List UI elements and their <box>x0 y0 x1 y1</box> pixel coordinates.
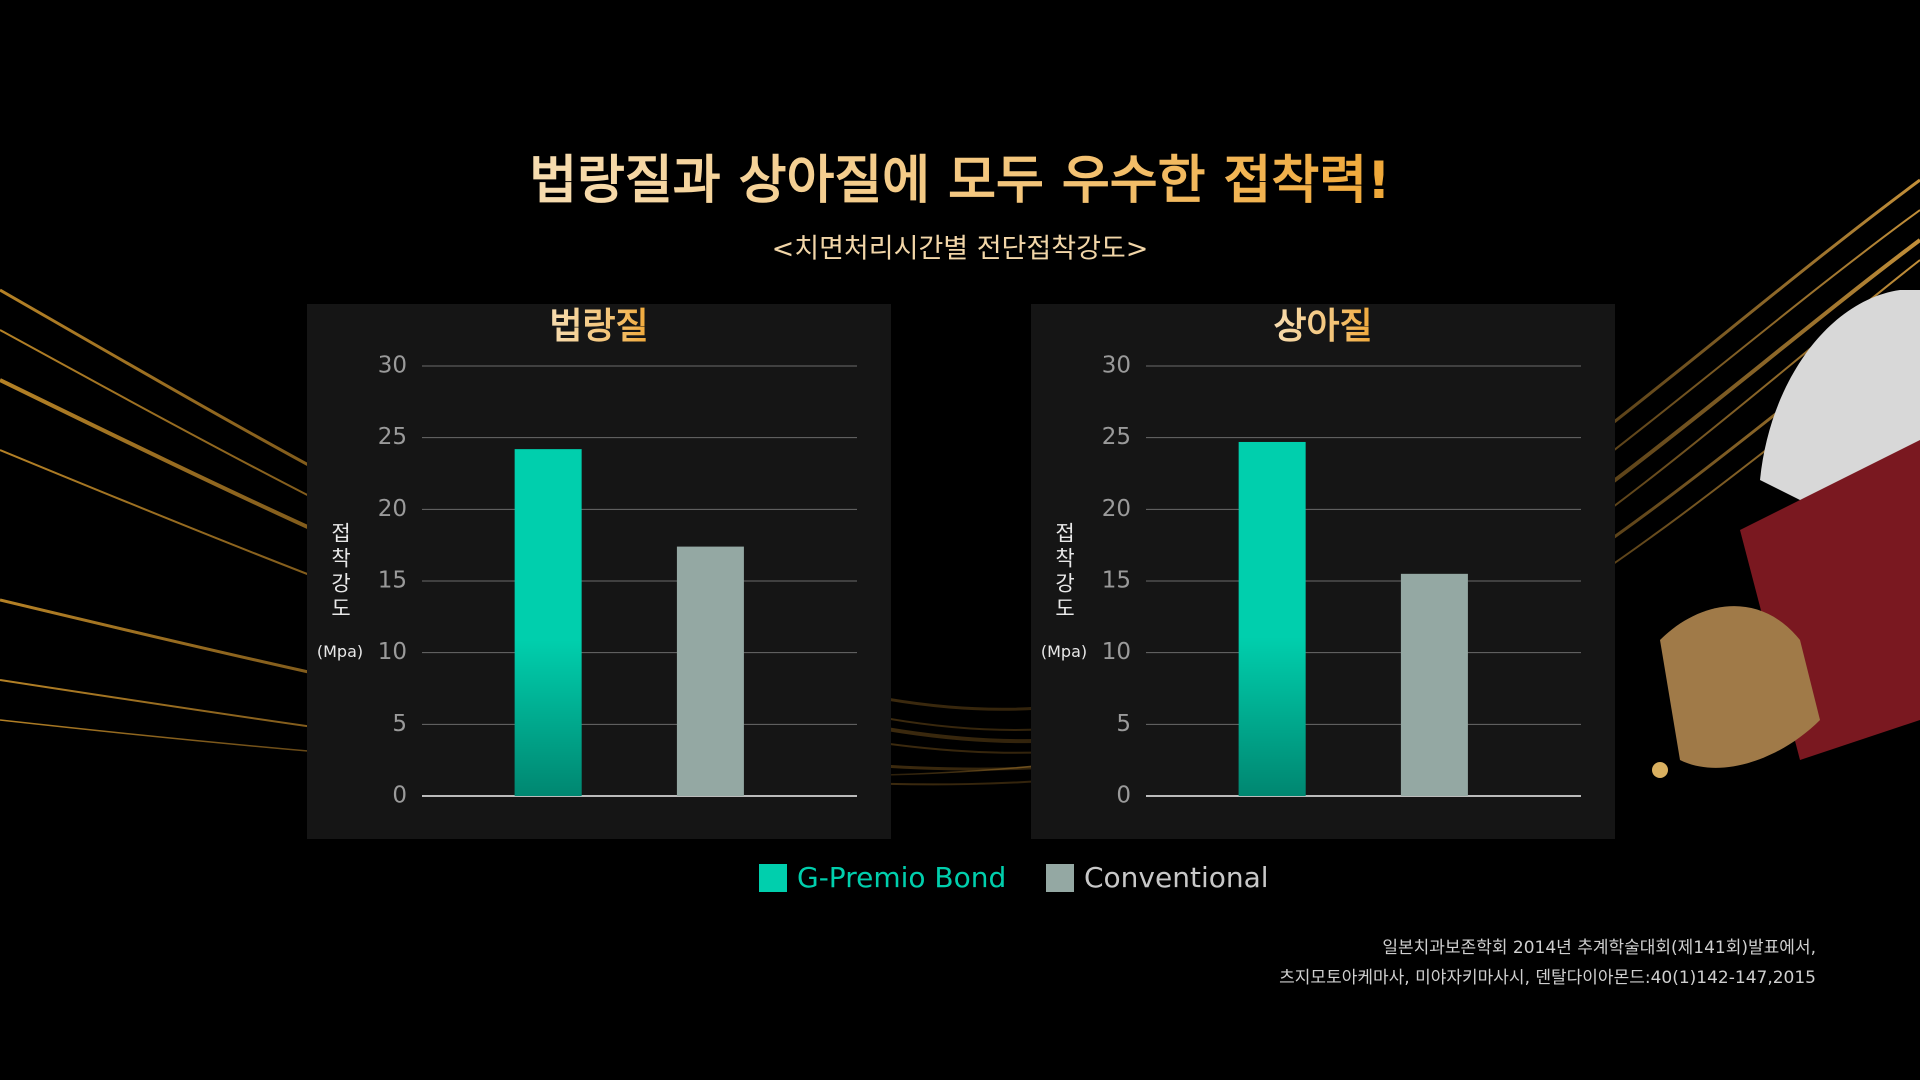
headline: 법랑질과 상아질에 모두 우수한 접착력! <box>529 151 1391 211</box>
y-tick-label: 20 <box>378 496 407 522</box>
y-tick-label: 30 <box>1102 353 1131 379</box>
y-tick-label: 20 <box>1102 496 1131 522</box>
y-axis-label: 접착강도 <box>1052 522 1076 622</box>
y-tick-label: 15 <box>1102 568 1131 594</box>
subtitle: <치면처리시간별 전단접착강도> <box>772 234 1149 265</box>
y-tick-label: 30 <box>378 353 407 379</box>
bar-shade <box>1238 441 1306 796</box>
legend-label: Conventional <box>1084 861 1269 894</box>
panel-title: 상아질 <box>1273 306 1372 347</box>
panel <box>307 304 891 839</box>
y-axis-unit: (Mpa) <box>316 642 364 661</box>
y-tick-label: 10 <box>1102 639 1131 665</box>
legend-label: G-Premio Bond <box>797 861 1006 894</box>
bar-shade <box>514 449 582 796</box>
y-tick-label: 5 <box>392 711 407 737</box>
y-axis-label: 접착강도 <box>328 522 352 622</box>
panel <box>1031 304 1615 839</box>
decoration <box>0 178 1920 786</box>
y-axis-unit: (Mpa) <box>1040 642 1088 661</box>
y-tick-label: 10 <box>378 639 407 665</box>
y-tick-label: 15 <box>378 568 407 594</box>
y-tick-label: 0 <box>392 783 407 809</box>
panel-title: 법랑질 <box>549 306 648 347</box>
bar <box>676 546 744 796</box>
y-tick-label: 5 <box>1116 711 1131 737</box>
y-tick-label: 0 <box>1116 783 1131 809</box>
source-line: 츠지모토아케마사, 미야자키마사시, 덴탈다이아몬드:40(1)142-147,… <box>1279 968 1816 988</box>
bar <box>1400 573 1468 796</box>
legend-swatch <box>759 864 787 892</box>
source-line: 일본치과보존학회 2014년 추계학술대회(제141회)발표에서, <box>1382 938 1816 958</box>
y-tick-label: 25 <box>1102 424 1131 450</box>
y-tick-label: 25 <box>378 424 407 450</box>
legend-swatch <box>1046 864 1074 892</box>
product-image <box>1652 290 1920 778</box>
